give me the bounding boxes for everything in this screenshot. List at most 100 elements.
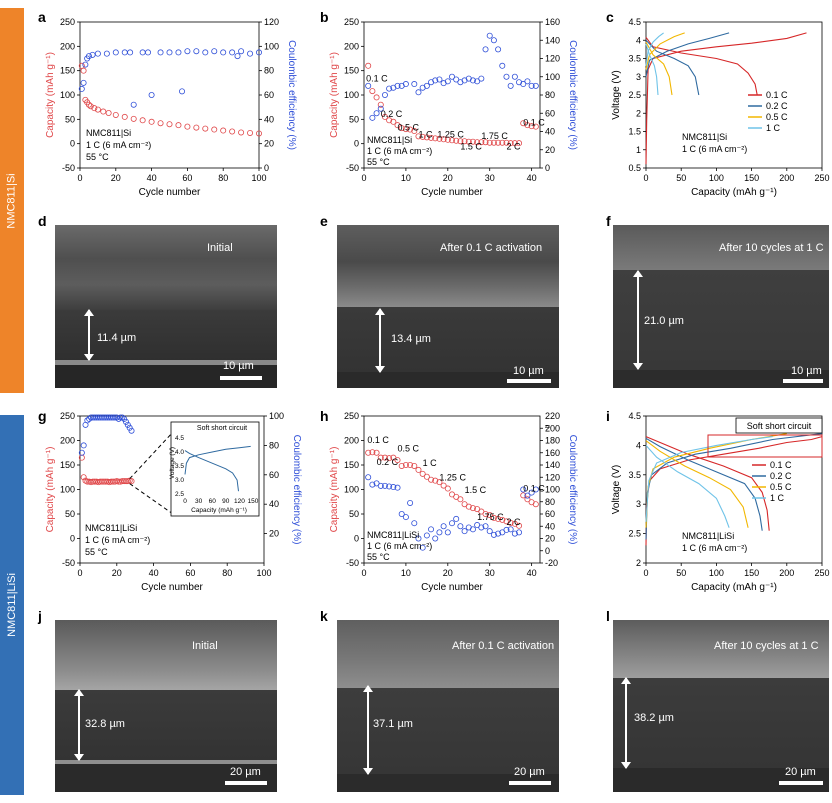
legend-label: 0.2 C [770, 471, 792, 481]
ce-point [444, 529, 451, 536]
ce-point [402, 514, 409, 521]
y-tick-label: -50 [62, 163, 75, 173]
capacity-point [415, 133, 422, 140]
y-tick-label: 4 [636, 35, 641, 45]
y2-axis-label: Coulombic efficiency (%) [291, 435, 302, 545]
capacity-point [428, 476, 435, 483]
x-axis-label: Cycle number [421, 582, 483, 593]
x-tick-label: 150 [744, 568, 759, 578]
x-tick-label: 80 [222, 568, 232, 578]
rate-label: 0.2 C [381, 109, 403, 119]
voltage-curve-discharge [645, 445, 730, 528]
ce-point [103, 50, 110, 57]
sidebar-nmc811-si: NMC811|Si [0, 8, 24, 393]
y2-tick-label: 100 [269, 411, 284, 421]
capacity-point [407, 462, 414, 469]
ce-point [440, 523, 447, 530]
x-axis-label: Capacity (mAh g⁻¹) [691, 582, 777, 593]
x-tick-label: 250 [814, 173, 829, 183]
x-axis-label: Cycle number [421, 187, 483, 198]
x-tick-label: 100 [256, 568, 271, 578]
soft-short-label: Soft short circuit [747, 421, 812, 431]
legend-label: 0.2 C [766, 101, 788, 111]
voltage-curve-discharge [645, 436, 770, 531]
legend-label: 0.5 C [766, 112, 788, 122]
x-tick-label: 20 [443, 568, 453, 578]
inset-y-tick-label: 4.0 [175, 449, 184, 456]
scale-label-j: 20 µm [230, 766, 261, 778]
y2-tick-label: 80 [545, 497, 555, 507]
rate-label: 1.25 C [437, 129, 464, 139]
sem-image-d: Initial 11.4 µm 10 µm [55, 225, 277, 388]
ce-point [386, 483, 393, 490]
sidebar-label-lisi: NMC811|LiSi [6, 573, 19, 637]
capacity-point [503, 518, 510, 525]
capacity-point [411, 462, 418, 469]
inset-x-tick-label: 30 [195, 498, 203, 505]
capacity-point [482, 139, 489, 146]
x-tick-label: 40 [147, 173, 157, 183]
y2-tick-label: 140 [545, 35, 560, 45]
voltage-curve-charge [645, 32, 730, 77]
x-tick-label: 30 [485, 173, 495, 183]
y2-tick-label: 220 [545, 411, 560, 421]
panel-label-j: j [38, 608, 42, 624]
capacity-point [499, 139, 506, 146]
capacity-point [532, 123, 539, 130]
sem-image-l: After 10 cycles at 1 C 38.2 µm 20 µm [613, 620, 829, 792]
capacity-point [495, 515, 502, 522]
legend-label: 0.1 C [770, 460, 792, 470]
inset-connector [129, 431, 174, 480]
capacity-point [229, 128, 236, 135]
thickness-label-e: 13.4 µm [391, 333, 431, 345]
ce-point [255, 49, 262, 56]
ce-point [126, 424, 133, 431]
sem-image-e: After 0.1 C activation 13.4 µm 10 µm [337, 225, 559, 388]
capacity-point [373, 449, 380, 456]
y-tick-label: 100 [60, 90, 75, 100]
ce-point [365, 82, 372, 89]
ce-point [128, 427, 135, 434]
annotation-text: NMC811|LiSi [682, 531, 734, 541]
inset-x-tick-label: 60 [209, 498, 217, 505]
y-tick-label: 3 [636, 499, 641, 509]
ce-point [381, 482, 388, 489]
y-tick-label: 250 [344, 411, 359, 421]
ce-point [478, 524, 485, 531]
capacity-point [469, 505, 476, 512]
panel-label-d: d [38, 213, 47, 229]
rate-label: 1.5 C [465, 485, 487, 495]
x-axis-label: Capacity (mAh g⁻¹) [691, 187, 777, 198]
legend-label: 1 C [770, 493, 785, 503]
capacity-point [255, 130, 262, 137]
ce-point [166, 49, 173, 56]
rate-label: 0.1 C [366, 73, 388, 83]
ce-point [193, 48, 200, 55]
annotation-text: 55 °C [86, 152, 109, 162]
capacity-point [532, 501, 539, 508]
capacity-point [520, 492, 527, 499]
capacity-point [80, 474, 87, 481]
ce-point [532, 82, 539, 89]
capacity-point [381, 454, 388, 461]
capacity-point [100, 108, 107, 115]
y-tick-label: 0 [354, 139, 359, 149]
legend-label: 1 C [766, 123, 781, 133]
panel-label-k: k [320, 608, 328, 624]
capacity-point [377, 454, 384, 461]
voltage-curve-charge [645, 32, 807, 165]
capacity-point [499, 516, 506, 523]
x-tick-label: 30 [485, 568, 495, 578]
inset-y-axis-label: Voltage (V) [169, 447, 176, 479]
x-tick-label: 40 [149, 568, 159, 578]
capacity-point [432, 135, 439, 142]
ce-point [524, 492, 531, 499]
y2-tick-label: 40 [264, 114, 274, 124]
ce-point [411, 81, 418, 88]
ce-point [86, 415, 93, 422]
ce-point [229, 49, 236, 56]
ce-point [490, 37, 497, 44]
ce-point [386, 85, 393, 92]
scale-bar-j [225, 781, 267, 785]
